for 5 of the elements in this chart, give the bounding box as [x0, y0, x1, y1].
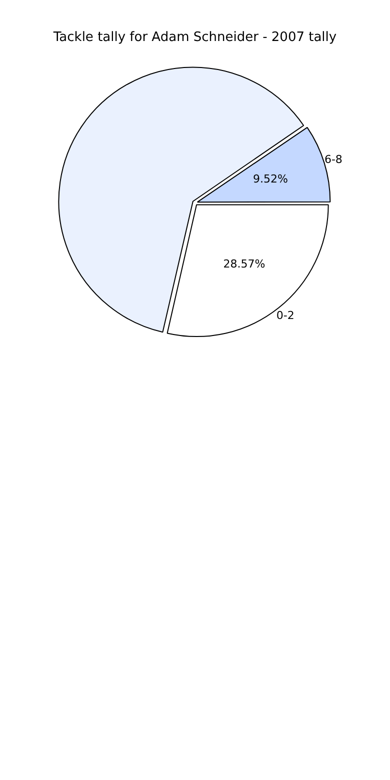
- slice-label: 6-8: [324, 152, 342, 166]
- data-label: 28.57%: [223, 257, 266, 270]
- data-label: 9.52%: [253, 172, 288, 186]
- slice-label: 0-2: [276, 308, 294, 322]
- chart-title: Tackle tally for Adam Schneider - 2007 tally: [52, 30, 337, 46]
